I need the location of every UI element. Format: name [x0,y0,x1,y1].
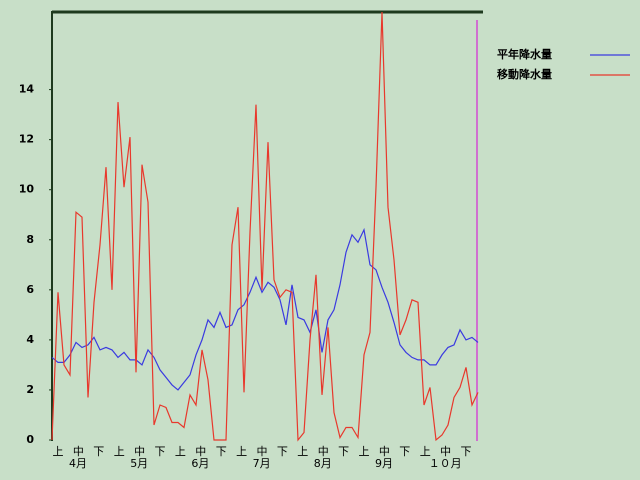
y-tick-label: 12 [19,133,34,146]
x-tick-label: 上 [114,445,125,458]
series-line [51,11,479,442]
x-tick-label: 中 [379,445,390,458]
x-tick-label: 上 [297,445,308,458]
x-tick-label: 下 [216,445,227,458]
y-tick-label: 8 [26,233,34,246]
x-tick-label: 中 [257,445,268,458]
x-tick-label: 下 [399,445,410,458]
month-label: 4月 [69,457,87,470]
x-tick-label: 上 [359,445,370,458]
x-tick-label: 上 [53,445,64,458]
month-label: 5月 [130,457,148,470]
x-tick-label: 下 [277,445,288,458]
month-label: １０月 [429,457,462,470]
legend-label: 移動降水量 [497,67,552,81]
x-tick-label: 上 [420,445,431,458]
x-tick-label: 下 [461,445,472,458]
series-line [51,227,479,391]
y-tick-label: 14 [19,83,35,96]
x-tick-label: 下 [338,445,349,458]
x-tick-label: 下 [93,445,104,458]
x-tick-label: 上 [175,445,186,458]
x-tick-label: 中 [134,445,145,458]
y-tick-label: 2 [26,383,34,396]
month-label: 7月 [253,457,271,470]
x-tick-label: 中 [73,445,84,458]
x-tick-label: 下 [155,445,166,458]
y-tick-label: 4 [26,333,34,346]
x-tick-label: 中 [195,445,206,458]
x-tick-label: 中 [440,445,451,458]
y-tick-label: 10 [19,183,35,196]
x-tick-label: 中 [318,445,329,458]
y-tick-label: 0 [26,433,34,446]
month-label: 6月 [191,457,209,470]
y-tick-label: 6 [26,283,34,296]
month-label: 8月 [314,457,332,470]
x-tick-label: 上 [236,445,247,458]
legend-label: 平年降水量 [497,47,552,61]
month-label: 9月 [375,457,393,470]
